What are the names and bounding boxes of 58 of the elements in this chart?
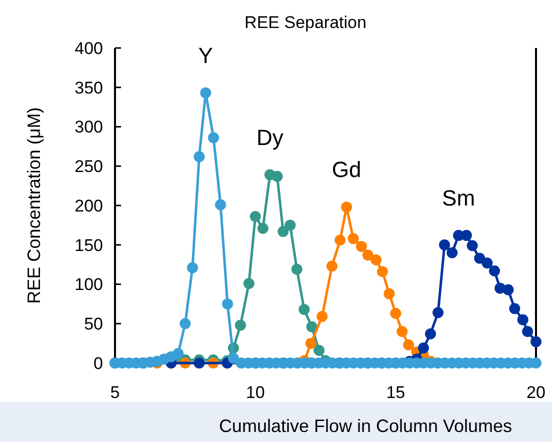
y-tick-label: 250	[74, 157, 103, 176]
point	[522, 326, 534, 337]
point	[418, 342, 429, 354]
point	[362, 250, 374, 261]
point	[257, 222, 268, 234]
point	[272, 170, 283, 182]
point	[439, 239, 450, 250]
series-label: Y	[198, 42, 214, 68]
series-label: Dy	[256, 124, 284, 150]
point	[291, 264, 302, 275]
x-tick-label: 20	[526, 383, 546, 402]
y-tick-label: 0	[94, 354, 103, 373]
point	[376, 266, 388, 278]
point	[306, 321, 318, 332]
point	[390, 308, 402, 319]
y-tick-label: 100	[74, 275, 103, 294]
y-axis-title: REE Concentration (μM)	[24, 107, 44, 304]
point	[370, 254, 382, 266]
point	[530, 336, 542, 348]
point	[432, 307, 444, 318]
point	[326, 260, 338, 272]
point	[396, 326, 408, 337]
point	[509, 303, 520, 314]
chart-title: REE Separation	[244, 13, 366, 32]
point	[517, 314, 528, 326]
y-tick-label: 350	[74, 78, 103, 98]
point	[466, 240, 478, 252]
y-tick-label: 200	[74, 196, 103, 216]
point	[316, 311, 328, 322]
x-tick-label: 5	[110, 383, 120, 402]
point	[502, 284, 514, 296]
point	[298, 304, 310, 315]
point	[482, 257, 493, 268]
point	[348, 233, 359, 244]
series-label: Sm	[442, 185, 476, 210]
y-tick-label: 400	[74, 38, 103, 58]
x-tick-label: 10	[246, 383, 265, 402]
point	[278, 226, 289, 237]
point	[334, 234, 346, 246]
point	[243, 278, 254, 289]
point	[314, 344, 325, 356]
point	[403, 339, 414, 350]
point	[284, 220, 296, 231]
point	[356, 240, 367, 252]
y-tick-label: 50	[84, 314, 103, 334]
point	[488, 265, 500, 276]
y-tick-label: 150	[74, 236, 103, 255]
point	[384, 288, 395, 300]
point	[234, 320, 246, 331]
point	[446, 247, 458, 258]
point	[424, 328, 436, 340]
series-label: Gd	[332, 157, 362, 182]
x-axis-title: Cumulative Flow in Column Volumes	[218, 416, 512, 436]
point	[305, 338, 316, 349]
point	[341, 202, 352, 213]
point	[250, 211, 261, 222]
y-tick-label: 300	[74, 118, 103, 137]
x-tick-label: 15	[386, 383, 406, 402]
